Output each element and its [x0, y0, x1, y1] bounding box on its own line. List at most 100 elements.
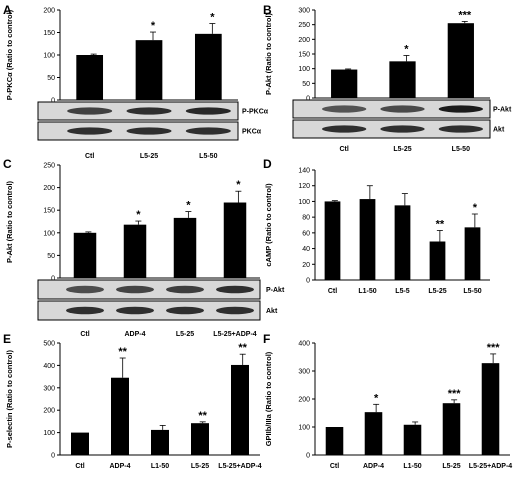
- significance-mark: **: [198, 410, 207, 422]
- y-tick-label: 250: [43, 163, 55, 170]
- significance-mark: *: [473, 202, 478, 214]
- category-label: Ctl: [85, 153, 94, 160]
- panel-letter: C: [3, 157, 12, 171]
- bar: [447, 23, 474, 99]
- significance-mark: *: [236, 179, 241, 191]
- blot-band: [185, 127, 231, 135]
- bar: [364, 412, 383, 455]
- category-label: L5-25: [191, 463, 209, 470]
- bar: [325, 427, 344, 455]
- category-label: L5-25: [442, 463, 460, 470]
- y-tick-label: 100: [298, 66, 310, 73]
- y-tick-label: 0: [306, 278, 310, 285]
- significance-mark: *: [374, 392, 379, 404]
- bar: [223, 202, 247, 278]
- bar: [71, 432, 89, 455]
- bar: [135, 40, 163, 100]
- bar: [359, 199, 376, 280]
- bar: [231, 364, 249, 455]
- bar: [173, 217, 197, 278]
- category-label: L1-50: [358, 288, 376, 295]
- y-tick-label: 150: [43, 30, 55, 37]
- y-tick-label: 100: [43, 53, 55, 60]
- y-tick-label: 200: [43, 185, 55, 192]
- blot-band: [438, 105, 484, 113]
- y-tick-label: 200: [43, 408, 55, 415]
- blot-label: P-PKCα: [242, 109, 269, 116]
- y-tick-label: 80: [302, 215, 310, 222]
- category-label: Ctl: [80, 331, 89, 338]
- y-axis-label: cAMP (Ratio to control): [264, 183, 273, 267]
- significance-mark: ***: [448, 388, 462, 400]
- bar: [429, 241, 446, 280]
- bar: [194, 33, 222, 100]
- panel-d: D 0 20 40 60 80 100 120 140 cAMP (Ratio to contro…: [263, 157, 490, 295]
- significance-mark: *: [210, 12, 215, 24]
- y-axis-label: P-Akt (Ratio to control): [264, 12, 273, 95]
- y-tick-label: 60: [302, 230, 310, 237]
- y-tick-label: 300: [298, 8, 310, 15]
- blot-band: [116, 306, 154, 315]
- y-tick-label: 500: [43, 341, 55, 348]
- category-label: ADP-4: [124, 331, 145, 338]
- y-tick-label: 150: [298, 52, 310, 59]
- bar: [191, 423, 209, 455]
- category-label: L1-50: [151, 463, 169, 470]
- blot-band: [66, 306, 104, 315]
- panel-letter: E: [3, 332, 11, 346]
- bar: [394, 205, 411, 280]
- y-tick-label: 150: [43, 208, 55, 215]
- y-tick-label: 250: [298, 22, 310, 29]
- significance-mark: *: [404, 43, 409, 55]
- y-tick-label: 140: [298, 168, 310, 175]
- blot-band: [67, 127, 113, 135]
- y-tick-label: 200: [43, 8, 55, 15]
- bar: [442, 403, 461, 455]
- significance-mark: *: [186, 200, 191, 212]
- y-tick-label: 50: [47, 75, 55, 82]
- y-axis-label: P-Akt (Ratio to control): [5, 180, 14, 263]
- y-tick-label: 200: [298, 397, 310, 404]
- category-label: L5-25: [176, 331, 194, 338]
- y-tick-label: 200: [298, 37, 310, 44]
- y-tick-label: 100: [43, 230, 55, 237]
- category-label: Ctl: [330, 463, 339, 470]
- blot-label: Akt: [266, 308, 278, 315]
- bar: [389, 61, 416, 98]
- bar: [403, 424, 422, 455]
- panel-letter: D: [263, 157, 272, 171]
- y-axis-label: P-selectin (Ratio to control): [5, 350, 14, 448]
- blot-label: PKCα: [242, 129, 262, 136]
- category-label: L5-5: [395, 288, 410, 295]
- bar: [324, 201, 341, 280]
- bar: [123, 224, 147, 278]
- y-tick-label: 300: [298, 369, 310, 376]
- category-label: L5-25+ADP-4: [218, 463, 261, 470]
- bar: [151, 429, 169, 455]
- panel-letter: B: [263, 3, 272, 17]
- category-label: L5-25: [140, 153, 158, 160]
- panel-letter: F: [263, 332, 270, 346]
- bar: [73, 232, 97, 278]
- y-tick-label: 120: [298, 183, 310, 190]
- category-label: L5-50: [199, 153, 217, 160]
- y-tick-label: 40: [302, 246, 310, 253]
- significance-mark: *: [151, 20, 156, 32]
- y-tick-label: 100: [298, 199, 310, 206]
- blot-band: [185, 107, 231, 115]
- category-label: L5-50: [452, 146, 470, 153]
- significance-mark: ***: [458, 9, 472, 21]
- significance-mark: **: [118, 346, 127, 358]
- bar: [331, 69, 358, 98]
- category-label: L5-50: [463, 288, 481, 295]
- blot-band: [438, 125, 484, 133]
- blot-band: [380, 125, 425, 133]
- blot-band: [126, 127, 172, 135]
- bar: [111, 377, 129, 455]
- blot-band: [166, 285, 204, 294]
- category-label: L1-50: [403, 463, 421, 470]
- y-tick-label: 50: [47, 253, 55, 260]
- y-tick-label: 0: [51, 453, 55, 460]
- blot-band: [116, 285, 154, 294]
